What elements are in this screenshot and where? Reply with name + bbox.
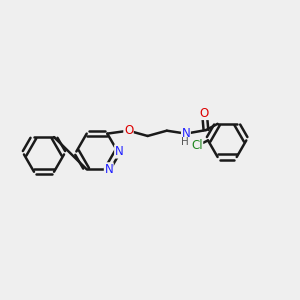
Text: N: N [104,163,113,176]
Text: O: O [124,124,133,137]
Text: H: H [181,137,188,148]
Text: N: N [115,145,124,158]
Text: Cl: Cl [191,139,202,152]
Text: N: N [182,127,190,140]
Text: O: O [200,106,209,119]
